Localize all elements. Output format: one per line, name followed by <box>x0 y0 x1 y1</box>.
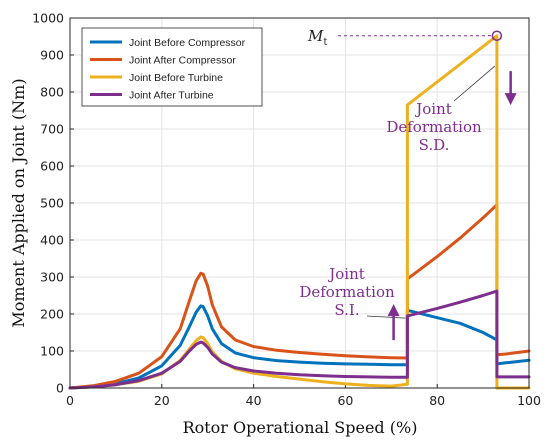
deformation-sd-line: Deformation <box>386 118 482 136</box>
y-tick-labels: 0 100 200 300 400 500 600 700 800 900 1000 <box>32 11 64 396</box>
x-tick-label: 0 <box>66 393 74 408</box>
legend-label-0: Joint Before Compressor <box>129 37 246 49</box>
deformation-sd-line: S.D. <box>419 136 450 154</box>
annotations: MtJointDeformationS.D.JointDeformationS.… <box>299 27 517 341</box>
arrow-up-head <box>387 304 400 317</box>
y-tick-label: 400 <box>40 233 64 248</box>
plot-frame <box>69 17 530 389</box>
y-tick-label: 700 <box>40 122 64 137</box>
deformation-si-line: Joint <box>327 265 365 283</box>
y-tick-label: 100 <box>40 344 64 359</box>
series-line-0 <box>68 304 531 390</box>
series-line-1 <box>68 203 531 390</box>
mt-subscript: t <box>323 37 327 48</box>
deformation-sd-line: Joint <box>414 100 452 118</box>
x-tick-labels: 0 20 40 60 80 100 <box>66 393 541 408</box>
x-tick-label: 40 <box>246 393 262 408</box>
y-tick-label: 500 <box>40 196 64 211</box>
mt-label: Mt <box>307 27 327 48</box>
sd-leader-line <box>453 65 496 102</box>
legend-label-3: Joint After Turbine <box>129 89 214 101</box>
x-tick-label: 60 <box>337 393 353 408</box>
x-tick-label: 80 <box>429 393 445 408</box>
x-tick-label: 100 <box>517 393 541 408</box>
series-lines <box>68 34 531 390</box>
arrow-down-head <box>504 93 517 106</box>
series-line-3 <box>68 289 531 390</box>
y-tick-label: 800 <box>40 85 64 100</box>
y-tick-label: 900 <box>40 48 64 63</box>
legend-label-2: Joint Before Turbine <box>129 72 223 84</box>
x-tick-label: 20 <box>154 393 170 408</box>
legend: Joint Before Compressor Joint After Compr… <box>81 27 263 107</box>
y-tick-label: 300 <box>40 270 64 285</box>
y-tick-label: 0 <box>56 381 64 396</box>
y-axis-label: Moment Applied on Joint (Nm) <box>9 78 28 327</box>
y-tick-label: 600 <box>40 159 64 174</box>
y-tick-label: 200 <box>40 307 64 322</box>
y-tick-label: 1000 <box>32 11 64 26</box>
deformation-si-line: S.I. <box>334 301 359 319</box>
deformation-si-line: Deformation <box>299 283 395 301</box>
mt-marker <box>491 30 503 42</box>
legend-label-1: Joint After Compressor <box>129 54 236 66</box>
si-leader-line <box>366 315 406 319</box>
x-axis-label: Rotor Operational Speed (%) <box>183 418 418 437</box>
